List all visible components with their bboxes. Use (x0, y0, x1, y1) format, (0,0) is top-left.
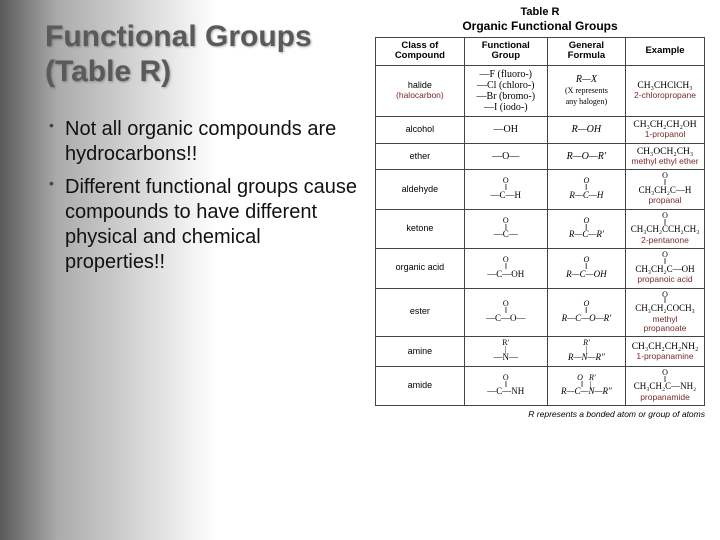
cell-functional-group: O‖—C—H (464, 170, 547, 209)
cell-general-formula: O R′‖ |R—C—N—R″ (547, 366, 625, 405)
cell-class: alcohol (376, 116, 465, 143)
col-fg: Functional Group (464, 38, 547, 66)
cell-functional-group: —O— (464, 143, 547, 170)
cell-example: O‖CH₃CH₂C—OHpropanoic acid (626, 249, 705, 288)
table-row: ether—O—R—O—R′CH₃OCH₂CH₃methyl ethyl eth… (376, 143, 705, 170)
col-example: Example (626, 38, 705, 66)
table-body: halide(halocarbon)—F (fluoro-)—Cl (chlor… (376, 65, 705, 405)
cell-functional-group: —OH (464, 116, 547, 143)
cell-general-formula: R—OH (547, 116, 625, 143)
cell-example: O‖CH₃CH₂COCH₃methyl propanoate (626, 288, 705, 337)
table-row: organic acidO‖—C—OHO‖R—C—OHO‖CH₃CH₂C—OHp… (376, 249, 705, 288)
cell-class: aldehyde (376, 170, 465, 209)
table-title: Organic Functional Groups (462, 19, 617, 33)
table-row: alcohol—OHR—OHCH₃CH₂CH₂OH1-propanol (376, 116, 705, 143)
cell-general-formula: R′|R—N—R″ (547, 337, 625, 367)
cell-class: amine (376, 337, 465, 367)
cell-example: O‖CH₃CH₂C—NH₂propanamide (626, 366, 705, 405)
table-footnote: R represents a bonded atom or group of a… (375, 409, 705, 419)
table-row: esterO‖—C—O—O‖R—C—O—R′O‖CH₃CH₂COCH₃methy… (376, 288, 705, 337)
cell-class: ester (376, 288, 465, 337)
cell-example: O‖CH₃CH₂C—Hpropanal (626, 170, 705, 209)
cell-class: organic acid (376, 249, 465, 288)
cell-example: CH₃CH₂CH₂NH₂1-propanamine (626, 337, 705, 367)
cell-general-formula: O‖R—C—O—R′ (547, 288, 625, 337)
slide-container: Functional Groups (Table R) Not all orga… (0, 0, 720, 540)
cell-class: ketone (376, 209, 465, 248)
cell-class: ether (376, 143, 465, 170)
cell-functional-group: —F (fluoro-)—Cl (chloro-)—Br (bromo-)—I … (464, 65, 547, 116)
cell-functional-group: O‖—C—OH (464, 249, 547, 288)
cell-functional-group: O‖—C—O— (464, 288, 547, 337)
cell-functional-group: O‖—C—NH (464, 366, 547, 405)
cell-general-formula: O‖R—C—R′ (547, 209, 625, 248)
table-header-row: Class of Compound Functional Group Gener… (376, 38, 705, 66)
bullet-item: Not all organic compounds are hydrocarbo… (49, 117, 360, 167)
cell-class: amide (376, 366, 465, 405)
col-class: Class of Compound (376, 38, 465, 66)
left-panel: Functional Groups (Table R) Not all orga… (0, 0, 370, 540)
table-caption: Table R (521, 6, 560, 18)
table-row: ketoneO‖—C—O‖R—C—R′O‖CH₃CH₂CCH₂CH₃2-pent… (376, 209, 705, 248)
slide-title: Functional Groups (Table R) (45, 20, 360, 89)
cell-example: CH₃OCH₂CH₃methyl ethyl ether (626, 143, 705, 170)
functional-groups-table: Class of Compound Functional Group Gener… (375, 37, 705, 406)
cell-functional-group: O‖—C— (464, 209, 547, 248)
cell-general-formula: R—O—R′ (547, 143, 625, 170)
bullet-item: Different functional groups cause compou… (49, 175, 360, 275)
cell-example: CH₃CH₂CH₂OH1-propanol (626, 116, 705, 143)
table-row: amineR′|—N—R′|R—N—R″CH₃CH₂CH₂NH₂1-propan… (376, 337, 705, 367)
cell-class: halide(halocarbon) (376, 65, 465, 116)
table-row: amideO‖—C—NHO R′‖ |R—C—N—R″O‖CH₃CH₂C—NH₂… (376, 366, 705, 405)
cell-example: O‖CH₃CH₂CCH₂CH₃2-pentanone (626, 209, 705, 248)
cell-general-formula: O‖R—C—H (547, 170, 625, 209)
cell-functional-group: R′|—N— (464, 337, 547, 367)
cell-general-formula: R—X(X representsany halogen) (547, 65, 625, 116)
table-row: aldehydeO‖—C—HO‖R—C—HO‖CH₃CH₂C—Hpropanal (376, 170, 705, 209)
cell-general-formula: O‖R—C—OH (547, 249, 625, 288)
right-panel: Table R Organic Functional Groups Class … (370, 0, 720, 540)
col-gf: General Formula (547, 38, 625, 66)
cell-example: CH₃CHClCH₃2-chloropropane (626, 65, 705, 116)
bullet-list: Not all organic compounds are hydrocarbo… (45, 117, 360, 275)
table-row: halide(halocarbon)—F (fluoro-)—Cl (chlor… (376, 65, 705, 116)
